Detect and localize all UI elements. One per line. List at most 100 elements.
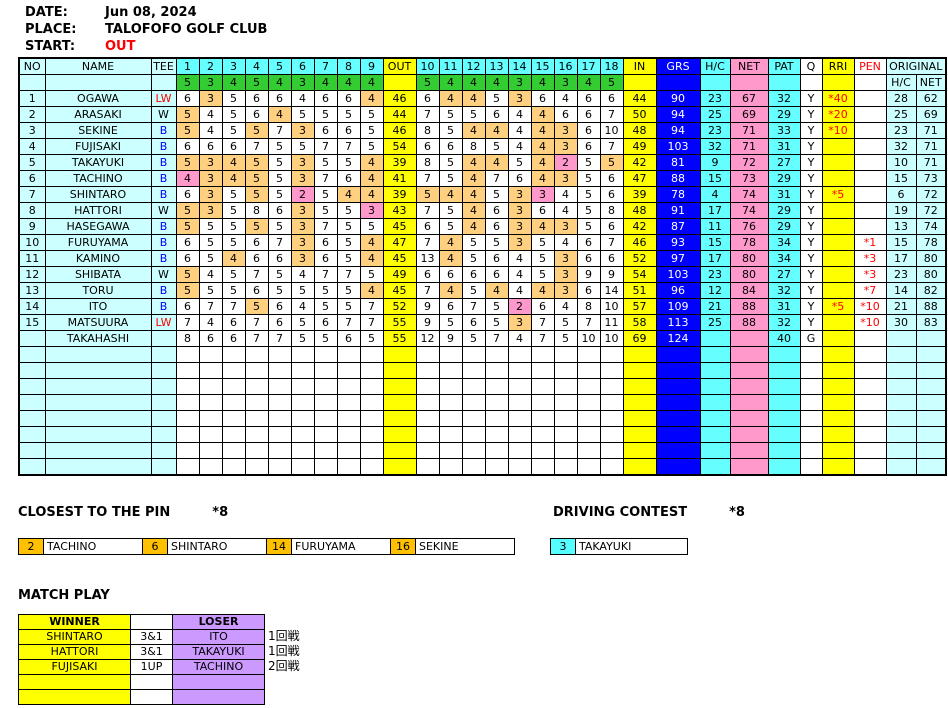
par-blank-in: [622, 74, 657, 91]
cell-orig-net: 72: [915, 202, 947, 219]
cell-name: SHIBATA: [44, 266, 152, 283]
match-result: [130, 674, 173, 690]
cell-out: 52: [382, 298, 417, 315]
cell-name: SEKINE: [44, 122, 152, 139]
cell-hole-13: 6: [484, 218, 509, 235]
cell-hole-5: 5: [267, 138, 292, 155]
cell-net: [729, 330, 769, 347]
cell-net: 76: [729, 218, 769, 235]
cell-q: Y: [799, 234, 823, 251]
cell-hc: [699, 362, 731, 379]
cell-hole-2: 3: [198, 90, 223, 107]
cell-hole-11: 5: [438, 170, 463, 187]
cell-hole-17: 6: [576, 234, 601, 251]
empty-player-row: [18, 346, 947, 363]
cell-hole-1: [175, 410, 200, 427]
empty-player-row: [18, 378, 947, 395]
cell-hole-5: 4: [267, 106, 292, 123]
match-row-empty: [18, 674, 265, 690]
cell-orig-net: 71: [915, 154, 947, 171]
cell-hole-9: 5: [359, 122, 384, 139]
player-row: 10 FURUYAMA B 6 5 5 6 7 3 6 5 4 47 7 4 5 5 3 5 4 6 7 46 93 15 78 3…: [18, 234, 947, 251]
cell-hole-7: [313, 426, 338, 443]
cell-hole-3: [221, 426, 246, 443]
cell-grs: 90: [655, 90, 701, 107]
cell-q: Y: [799, 186, 823, 203]
cell-hole-8: 6: [336, 170, 361, 187]
par-back-14: 3: [507, 74, 532, 91]
cell-pat: 31: [767, 186, 801, 203]
cell-hole-1: 7: [175, 314, 200, 331]
cell-hole-12: [461, 362, 486, 379]
par-front-2: 3: [198, 74, 223, 91]
cell-pat: 34: [767, 234, 801, 251]
cell-hole-18: 10: [599, 122, 624, 139]
cell-hole-4: [244, 394, 269, 411]
cell-hole-6: 4: [290, 266, 315, 283]
cell-rri: [821, 154, 855, 171]
match-loser: ITO: [172, 629, 265, 645]
match-row: SHINTARO 3&1 ITO: [18, 629, 265, 645]
cell-orig-net: 71: [915, 122, 947, 139]
cell-in: [622, 442, 657, 459]
cell-hole-16: [553, 362, 578, 379]
par-blank-no: [18, 74, 46, 91]
cell-pat: 31: [767, 298, 801, 315]
cell-pat: [767, 426, 801, 443]
cell-hole-13: 5: [484, 298, 509, 315]
cell-hole-3: 7: [221, 298, 246, 315]
cell-hole-1: [175, 394, 200, 411]
cell-hole-17: [576, 362, 601, 379]
cell-orig-net: [915, 378, 947, 395]
cell-hole-16: 3: [553, 250, 578, 267]
match-result: 3&1: [130, 644, 173, 660]
cell-hole-16: 2: [553, 154, 578, 171]
cell-net: 78: [729, 234, 769, 251]
cell-tee: B: [150, 170, 177, 187]
cell-hole-2: [198, 410, 223, 427]
cell-hole-7: [313, 458, 338, 476]
cell-hole-9: [359, 378, 384, 395]
cell-q: Y: [799, 122, 823, 139]
cell-hole-6: 3: [290, 234, 315, 251]
par-back-13: 4: [484, 74, 509, 91]
cell-q: Y: [799, 154, 823, 171]
cell-no: 5: [18, 154, 46, 171]
cell-out: 54: [382, 138, 417, 155]
cell-hole-2: [198, 378, 223, 395]
cell-hole-11: [438, 362, 463, 379]
match-winner: [18, 689, 131, 705]
cell-pat: [767, 458, 801, 476]
cell-hole-16: 4: [553, 186, 578, 203]
cell-hole-2: 5: [198, 234, 223, 251]
cell-rri: [821, 234, 855, 251]
cell-grs: 91: [655, 202, 701, 219]
match-result: 1UP: [130, 659, 173, 675]
cell-hole-13: [484, 442, 509, 459]
match-result-header: [130, 614, 173, 630]
cell-name: TAKAYUKI: [44, 154, 152, 171]
match-round-label: 1回戦: [268, 644, 300, 658]
col-header-orig-hc: H/C: [885, 74, 917, 91]
cell-pen: [853, 218, 887, 235]
match-play-table: WINNER LOSER SHINTARO 3&1 ITO HATTORI 3&1 TAKA…: [18, 614, 265, 705]
cell-hole-15: 6: [530, 90, 555, 107]
col-header-rri: RRI: [821, 57, 855, 75]
cell-hole-13: 4: [484, 154, 509, 171]
cell-hole-10: [415, 458, 440, 476]
cell-rri: [821, 458, 855, 476]
cell-hc: [699, 410, 731, 427]
cell-hole-17: 9: [576, 266, 601, 283]
cell-hole-11: [438, 346, 463, 363]
cell-out: 45: [382, 282, 417, 299]
cell-hole-17: [576, 426, 601, 443]
cell-hole-14: 4: [507, 250, 532, 267]
cell-hole-1: 5: [175, 266, 200, 283]
header-info: DATE: Jun 08, 2024 PLACE: TALOFOFO GOLF …: [25, 4, 267, 55]
cell-orig-hc: 6: [885, 186, 917, 203]
cell-hole-9: [359, 394, 384, 411]
cell-rri: [821, 410, 855, 427]
cell-hole-11: 4: [438, 250, 463, 267]
hole-header-row: NO NAME TEE 1 2 3 4 5 6 7 8 9 OUT 10 11 12 13 14 15 16 17 18 I…: [18, 57, 947, 75]
cell-hole-2: [198, 458, 223, 476]
